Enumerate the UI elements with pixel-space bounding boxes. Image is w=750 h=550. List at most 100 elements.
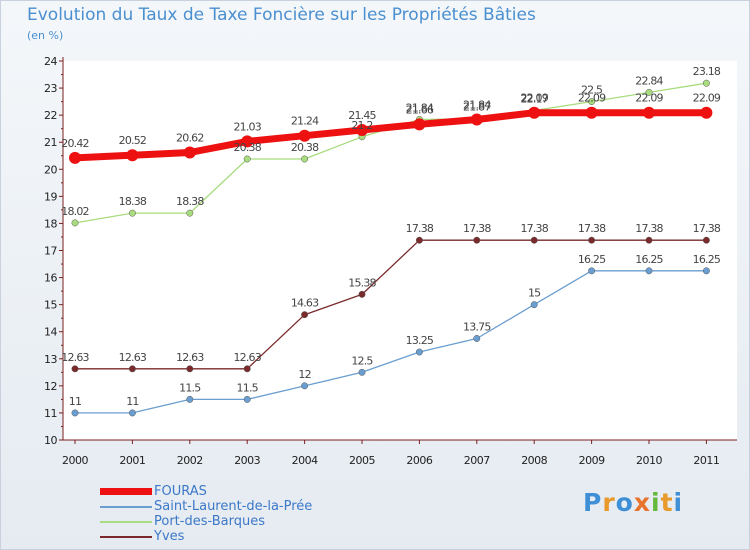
data-point xyxy=(183,146,196,159)
data-point xyxy=(585,106,598,119)
data-point xyxy=(128,365,136,373)
y-tick-label: 21 xyxy=(44,136,57,149)
data-point xyxy=(528,106,541,119)
data-label: 15.38 xyxy=(348,276,376,289)
legend-swatch xyxy=(100,521,152,523)
data-point xyxy=(413,118,426,131)
data-point xyxy=(243,365,251,373)
unit-label: (en %) xyxy=(27,29,64,42)
data-point xyxy=(702,267,710,275)
y-tick-label: 11 xyxy=(44,407,57,420)
data-label: 16.25 xyxy=(635,253,663,266)
y-tick-label: 22 xyxy=(44,109,57,122)
data-point xyxy=(588,236,596,244)
data-label: 22.5 xyxy=(581,84,603,97)
data-point xyxy=(415,348,423,356)
data-point xyxy=(301,311,309,319)
data-label: 11.5 xyxy=(237,381,259,394)
legend-label: Port-des-Barques xyxy=(154,514,265,529)
y-tick-label: 18 xyxy=(44,217,57,230)
data-label: 21.45 xyxy=(348,109,376,122)
y-tick-label: 23 xyxy=(44,82,57,95)
data-point xyxy=(588,267,596,275)
data-point xyxy=(643,106,655,119)
data-point xyxy=(71,219,79,227)
data-label: 22.09 xyxy=(520,92,548,105)
legend-swatch xyxy=(100,506,152,508)
data-point xyxy=(358,368,366,376)
data-point xyxy=(301,155,309,163)
data-point xyxy=(645,236,653,244)
data-label: 17.38 xyxy=(693,222,721,235)
legend-label: FOURAS xyxy=(154,484,207,499)
y-tick-label: 17 xyxy=(44,245,57,258)
data-point xyxy=(71,409,79,417)
data-label: 12.63 xyxy=(233,351,261,364)
data-label: 20.42 xyxy=(61,137,89,150)
data-label: 22.09 xyxy=(693,92,721,105)
data-point xyxy=(186,365,194,373)
data-label: 21.84 xyxy=(463,98,491,111)
data-point xyxy=(645,267,653,275)
data-label: 18.38 xyxy=(119,195,147,208)
data-point xyxy=(243,155,251,163)
legend-swatch xyxy=(100,536,152,538)
data-label: 22.09 xyxy=(578,92,606,105)
data-label: 17.38 xyxy=(520,222,548,235)
data-label: 22.09 xyxy=(635,92,663,105)
data-point xyxy=(186,209,194,217)
data-label: 12 xyxy=(298,368,310,381)
y-tick-label: 24 xyxy=(44,55,57,68)
legend-label: Yves xyxy=(154,529,185,544)
data-point xyxy=(473,335,481,342)
data-point xyxy=(126,149,139,162)
data-label: 16.25 xyxy=(578,253,606,266)
data-label: 12.63 xyxy=(176,351,204,364)
data-point xyxy=(241,135,254,148)
data-label: 18.38 xyxy=(176,195,204,208)
x-tick-label: 2006 xyxy=(406,454,432,467)
x-tick-label: 2001 xyxy=(119,454,145,467)
data-label: 22.84 xyxy=(635,74,663,87)
chart-title: Evolution du Taux de Taxe Foncière sur l… xyxy=(27,5,536,25)
data-point xyxy=(128,209,136,217)
data-point xyxy=(356,124,368,137)
logo-letter: r xyxy=(602,488,616,517)
x-tick-label: 2011 xyxy=(693,454,719,467)
x-tick-label: 2000 xyxy=(62,454,88,467)
proxiti-logo: Proxiti xyxy=(583,488,683,517)
data-point xyxy=(243,395,251,403)
data-label: 12.63 xyxy=(61,351,89,364)
data-label: 20.38 xyxy=(291,141,319,154)
data-label: 17.38 xyxy=(635,222,663,235)
data-label: 21.84 xyxy=(406,101,434,114)
data-point xyxy=(71,365,79,373)
logo-letter: t xyxy=(660,488,674,517)
data-label: 22.17 xyxy=(520,93,548,106)
data-point xyxy=(69,151,81,164)
data-label: 12.63 xyxy=(119,351,147,364)
data-label: 16.25 xyxy=(693,253,721,266)
x-tick-label: 2007 xyxy=(464,454,490,467)
y-tick-label: 16 xyxy=(44,272,57,285)
data-point xyxy=(128,409,136,417)
data-label: 11 xyxy=(126,395,138,408)
y-tick-label: 19 xyxy=(44,190,57,203)
logo-letter: x xyxy=(633,488,651,517)
x-tick-label: 2008 xyxy=(521,454,547,467)
y-tick-label: 10 xyxy=(44,434,57,447)
data-point xyxy=(702,79,710,87)
data-label: 23.18 xyxy=(693,65,721,78)
data-point xyxy=(470,113,483,126)
data-label: 21.24 xyxy=(291,115,319,128)
legend-swatch xyxy=(100,488,152,495)
legend-label: Saint-Laurent-de-la-Prée xyxy=(154,499,313,514)
x-tick-label: 2005 xyxy=(349,454,375,467)
y-tick-label: 15 xyxy=(44,299,57,312)
data-label: 12.5 xyxy=(351,354,373,367)
y-tick-label: 12 xyxy=(44,380,57,393)
data-label: 18.02 xyxy=(61,205,89,218)
data-point xyxy=(530,301,538,309)
data-label: 15 xyxy=(528,287,541,300)
